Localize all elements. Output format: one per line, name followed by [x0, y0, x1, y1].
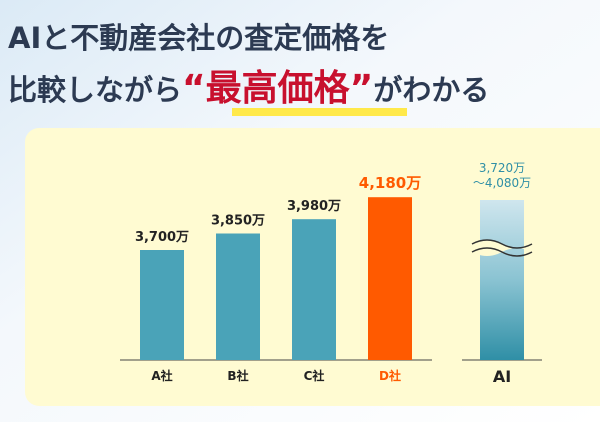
bar — [140, 250, 184, 360]
value-label: 3,850万 — [211, 214, 265, 229]
category-label: D社 — [379, 368, 401, 383]
value-label: ～4,080万 — [473, 176, 531, 190]
value-label: 3,980万 — [287, 199, 341, 214]
category-label: B社 — [227, 368, 248, 383]
title-line1: AIと不動産会社の査定価格を — [8, 21, 389, 55]
title-part: 比較しながら — [8, 73, 182, 107]
value-label: 4,180万 — [359, 174, 421, 192]
category-label: C社 — [304, 368, 325, 383]
category-label: AI — [493, 367, 511, 386]
bar — [216, 233, 260, 360]
value-label: 3,720万 — [479, 161, 525, 175]
value-label: 3,700万 — [135, 230, 189, 245]
highlight-underline — [232, 108, 407, 116]
title-emphasis: “最高価格” — [182, 68, 373, 109]
title-line2: 比較しながら“最高価格”がわかる — [8, 68, 489, 109]
bar — [368, 197, 412, 360]
category-label: A社 — [151, 368, 172, 383]
range-bar — [480, 200, 524, 360]
axis-break-line — [471, 239, 533, 257]
bar — [292, 219, 336, 360]
axis-break — [472, 240, 532, 256]
title-part: がわかる — [373, 73, 489, 107]
plot: 3,700万 A社 3,850万 B社 3,980万 C社 4,180万 D社 AI 3,720万… — [120, 161, 542, 386]
